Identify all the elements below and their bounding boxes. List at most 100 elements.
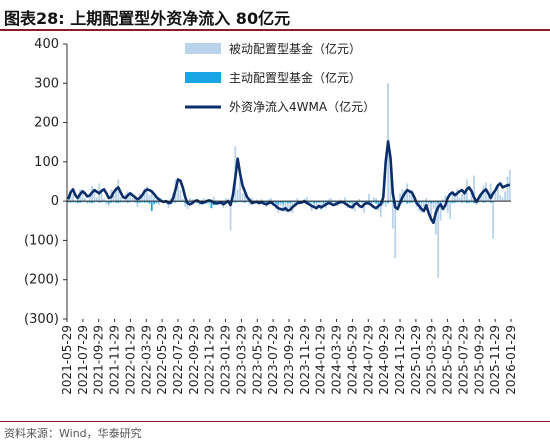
x-tick-label: 2024-09-29 [377, 325, 391, 395]
active-fund-bar [272, 201, 275, 203]
active-fund-bar [485, 201, 487, 203]
active-fund-bar [105, 201, 108, 203]
passive-fund-bar [351, 201, 354, 206]
passive-fund-bar [296, 198, 299, 202]
active-fund-bar [325, 201, 327, 203]
plot-area [66, 83, 511, 278]
passive-fund-bar [408, 192, 411, 202]
passive-fund-bar [289, 201, 292, 211]
passive-fund-bar [284, 201, 287, 213]
passive-fund-bar [100, 193, 103, 202]
x-tick-label: 2024-05-29 [345, 325, 359, 395]
passive-fund-bar [81, 192, 84, 202]
passive-fund-bar [153, 196, 156, 202]
passive-fund-bar [375, 198, 378, 202]
active-fund-bar [363, 201, 366, 203]
passive-fund-bar [444, 195, 447, 202]
passive-fund-bar [189, 198, 191, 202]
active-fund-bar [463, 201, 466, 203]
active-fund-bar [427, 201, 430, 203]
passive-fund-bar [358, 198, 361, 202]
active-fund-bar [403, 201, 406, 203]
active-fund-bar [384, 201, 387, 203]
active-fund-bar [492, 201, 494, 203]
passive-fund-bar [504, 191, 506, 202]
passive-fund-bar [251, 198, 253, 202]
x-tick-label: 2024-07-29 [361, 325, 375, 395]
passive-fund-bar [432, 201, 435, 209]
passive-fund-bar [501, 197, 504, 202]
active-fund-bar [437, 201, 440, 204]
active-fund-bar [413, 201, 416, 203]
passive-fund-bar [442, 199, 444, 202]
passive-fund-bar [363, 201, 366, 213]
passive-fund-bar [279, 201, 282, 206]
x-tick-label: 2023-01-29 [219, 325, 233, 395]
passive-fund-bar [239, 177, 241, 202]
passive-fund-bar [141, 197, 144, 202]
active-fund-bar [317, 201, 320, 203]
active-fund-bar [76, 201, 79, 204]
active-fund-bar [434, 201, 437, 203]
x-tick-label: 2022-11-29 [203, 325, 217, 395]
active-fund-bar [286, 201, 289, 204]
active-fund-bar [93, 201, 96, 203]
active-fund-bar [265, 201, 268, 204]
source-note: 资料来源：Wind，华泰研究 [4, 427, 142, 440]
x-tick-label: 2023-09-29 [282, 325, 296, 395]
y-tick-label: 200 [34, 116, 59, 131]
passive-fund-bar [437, 201, 440, 278]
y-tick-label: (100) [24, 233, 59, 248]
active-fund-bar [454, 201, 456, 203]
passive-fund-bar [229, 201, 232, 231]
passive-fund-bar [384, 201, 387, 208]
footer-rule [0, 421, 550, 422]
passive-fund-bar [458, 197, 461, 202]
passive-fund-bar [313, 201, 315, 206]
passive-fund-bar [67, 199, 70, 202]
passive-fund-bar [158, 201, 160, 206]
active-fund-bar [112, 201, 115, 203]
passive-fund-bar [105, 201, 108, 205]
y-tick-label: 0 [51, 194, 59, 209]
passive-fund-bar [487, 196, 490, 202]
active-fund-bar [430, 201, 432, 204]
x-tick-label: 2025-01-29 [409, 325, 423, 395]
figure-title: 图表28: 上期配置型外资净流入 80亿元 [4, 9, 291, 28]
active-fund-bar [315, 201, 318, 203]
active-fund-bar [110, 201, 113, 203]
active-fund-bar [100, 201, 103, 203]
active-fund-bar [79, 201, 82, 203]
active-fund-bar [477, 201, 480, 203]
x-tick-label: 2025-05-29 [441, 325, 455, 395]
active-fund-bar [322, 201, 325, 204]
passive-fund-bar [129, 192, 132, 202]
active-fund-bar [473, 201, 475, 204]
passive-fund-bar [411, 190, 413, 202]
passive-fund-bar [236, 189, 239, 202]
passive-fund-bar [339, 199, 342, 202]
passive-fund-bar [198, 201, 201, 206]
active-fund-bar [439, 201, 442, 203]
passive-fund-bar [84, 198, 86, 202]
active-fund-bar [372, 201, 375, 203]
passive-fund-bar [329, 198, 332, 202]
x-tick-label: 2022-07-29 [171, 325, 185, 395]
active-fund-bar [174, 201, 177, 203]
y-tick-label: (300) [24, 312, 59, 327]
passive-fund-bar [380, 201, 382, 217]
passive-fund-bar [470, 189, 473, 202]
active-fund-bar [360, 201, 363, 203]
active-fund-bar [136, 201, 139, 204]
active-fund-bar [126, 201, 129, 203]
passive-fund-bar [449, 201, 452, 219]
active-fund-bar [449, 201, 452, 203]
active-fund-bar [69, 201, 72, 203]
x-tick-label: 2023-05-29 [250, 325, 264, 395]
active-fund-bar [107, 201, 110, 204]
active-fund-bar [72, 201, 74, 203]
active-fund-bar [406, 201, 409, 204]
legend-swatch [185, 72, 221, 83]
active-fund-bar [81, 201, 84, 203]
x-tick-label: 2026-01-29 [504, 325, 518, 395]
